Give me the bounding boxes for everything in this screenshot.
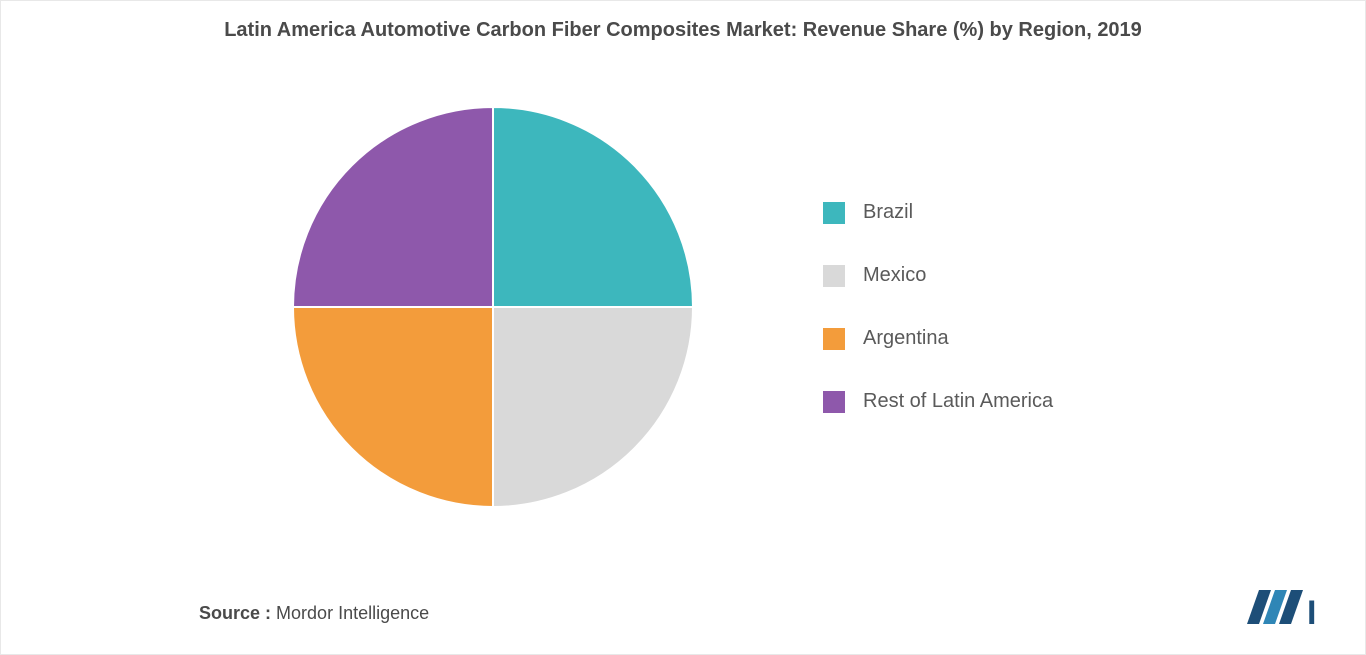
legend-label-brazil: Brazil <box>863 201 913 224</box>
swatch-brazil <box>823 202 845 224</box>
pie-slice <box>493 107 693 307</box>
source-footer: Source : Mordor Intelligence <box>199 603 429 624</box>
legend-label-argentina: Argentina <box>863 327 949 350</box>
legend-item-rest: Rest of Latin America <box>823 390 1083 413</box>
pie-slice <box>293 107 493 307</box>
pie-slice <box>293 307 493 507</box>
swatch-rest <box>823 391 845 413</box>
mordor-logo-icon: I <box>1245 584 1335 632</box>
swatch-argentina <box>823 328 845 350</box>
chart-title: Latin America Automotive Carbon Fiber Co… <box>31 19 1335 42</box>
svg-text:I: I <box>1307 594 1316 632</box>
legend-item-brazil: Brazil <box>823 201 1083 224</box>
pie-chart <box>283 97 703 517</box>
legend: Brazil Mexico Argentina Rest of Latin Am… <box>823 201 1083 413</box>
legend-item-argentina: Argentina <box>823 327 1083 350</box>
pie-slice <box>493 307 693 507</box>
chart-container: Latin America Automotive Carbon Fiber Co… <box>0 0 1366 655</box>
legend-label-mexico: Mexico <box>863 264 926 287</box>
legend-label-rest: Rest of Latin America <box>863 390 1053 413</box>
chart-row: Brazil Mexico Argentina Rest of Latin Am… <box>31 72 1335 542</box>
legend-item-mexico: Mexico <box>823 264 1083 287</box>
logo-svg: I <box>1245 584 1335 632</box>
pie-svg <box>283 97 703 517</box>
source-name: Mordor Intelligence <box>276 603 429 623</box>
source-label: Source : <box>199 603 271 623</box>
swatch-mexico <box>823 265 845 287</box>
